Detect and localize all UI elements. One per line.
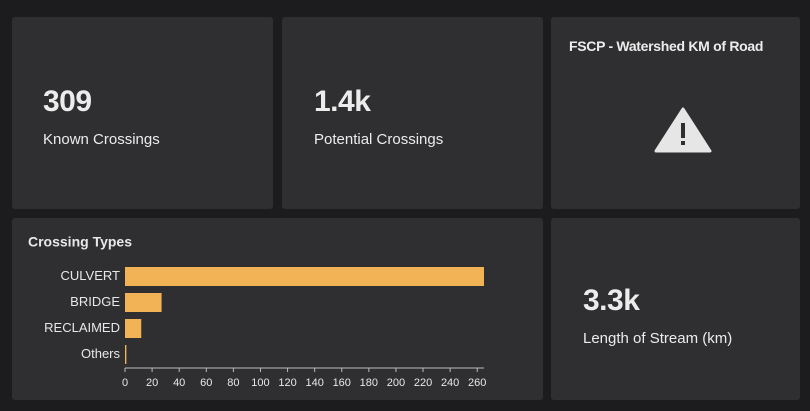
- x-tick-label: 160: [333, 377, 351, 389]
- x-tick-label: 220: [414, 377, 432, 389]
- tile-value: 3.3k: [583, 284, 640, 317]
- y-tick-label: Others: [81, 346, 121, 361]
- y-tick-label: RECLAIMED: [44, 320, 120, 335]
- bar: [125, 345, 127, 364]
- chart-tile: Crossing Types 0 20 40 60 80 100 120 140 160 180 2…: [12, 218, 543, 400]
- tile-label: Potential Crossings: [314, 131, 444, 148]
- y-tick-label: BRIDGE: [70, 294, 120, 309]
- tile-value: 309: [43, 85, 92, 118]
- x-tick-label: 60: [200, 377, 212, 389]
- x-tick-label: 40: [173, 377, 185, 389]
- bar: [125, 319, 142, 338]
- tile: 309 Known Crossings: [12, 17, 273, 209]
- tile-title: FSCP - Watershed KM of Road: [569, 38, 764, 54]
- tile-label: Length of Stream (km): [583, 330, 733, 347]
- x-tick-label: 200: [387, 377, 405, 389]
- x-tick-label: 180: [360, 377, 378, 389]
- bar: [125, 293, 162, 312]
- y-tick-label: CULVERT: [61, 268, 121, 283]
- tile: 1.4k Potential Crossings: [282, 17, 543, 209]
- tile-value: 1.4k: [314, 85, 371, 118]
- tile: FSCP - Watershed KM of Road: [551, 17, 800, 209]
- x-tick-label: 20: [146, 377, 158, 389]
- x-tick-label: 140: [305, 377, 323, 389]
- chart-title: Crossing Types: [28, 234, 132, 250]
- x-tick-label: 100: [251, 377, 269, 389]
- bar: [125, 267, 484, 286]
- x-tick-label: 0: [122, 377, 128, 389]
- tile: 3.3k Length of Stream (km): [551, 218, 800, 400]
- x-tick-label: 260: [468, 377, 486, 389]
- tile-label: Known Crossings: [43, 131, 160, 148]
- x-tick-label: 120: [278, 377, 296, 389]
- x-tick-label: 80: [227, 377, 239, 389]
- warning-icon: [654, 107, 712, 153]
- chart: Crossing Types 0 20 40 60 80 100 120 140 160 180 2…: [28, 234, 486, 389]
- x-tick-label: 240: [441, 377, 459, 389]
